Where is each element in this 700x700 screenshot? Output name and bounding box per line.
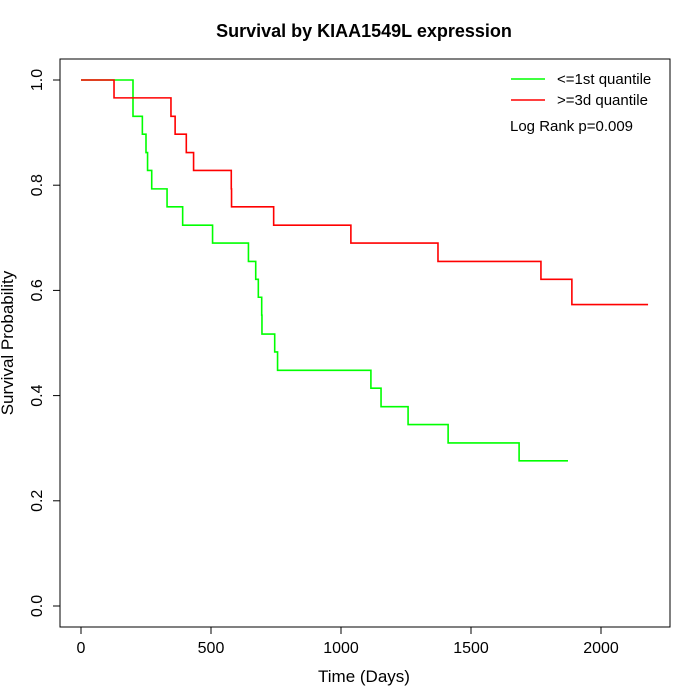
legend-label-high: >=3d quantile (557, 92, 648, 109)
curve-high-quantile (81, 79, 649, 306)
y-tick-label: 0.2 (29, 490, 46, 512)
y-tick-label: 0.4 (29, 384, 46, 406)
y-tick-label: 0.6 (29, 279, 46, 301)
y-tick-label: 0.0 (29, 595, 46, 617)
plot-frame (59, 58, 671, 628)
x-tick-label: 2000 (583, 640, 619, 657)
x-axis-label: Time (Days) (318, 667, 410, 686)
x-tick-label: 0 (77, 640, 86, 657)
y-axis-label: Survival Probability (0, 270, 17, 415)
curve-low-quantile (81, 79, 568, 462)
y-tick-label: 0.8 (29, 174, 46, 196)
x-tick-label: 1000 (323, 640, 359, 657)
y-tick-label: 1.0 (29, 69, 46, 91)
x-tick-label: 500 (198, 640, 225, 657)
legend: <=1st quantile >=3d quantile (511, 71, 651, 109)
legend-label-low: <=1st quantile (557, 71, 651, 88)
chart-title: Survival by KIAA1549L expression (216, 21, 512, 41)
log-rank-annotation: Log Rank p=0.009 (510, 118, 633, 135)
x-tick-label: 1500 (453, 640, 489, 657)
